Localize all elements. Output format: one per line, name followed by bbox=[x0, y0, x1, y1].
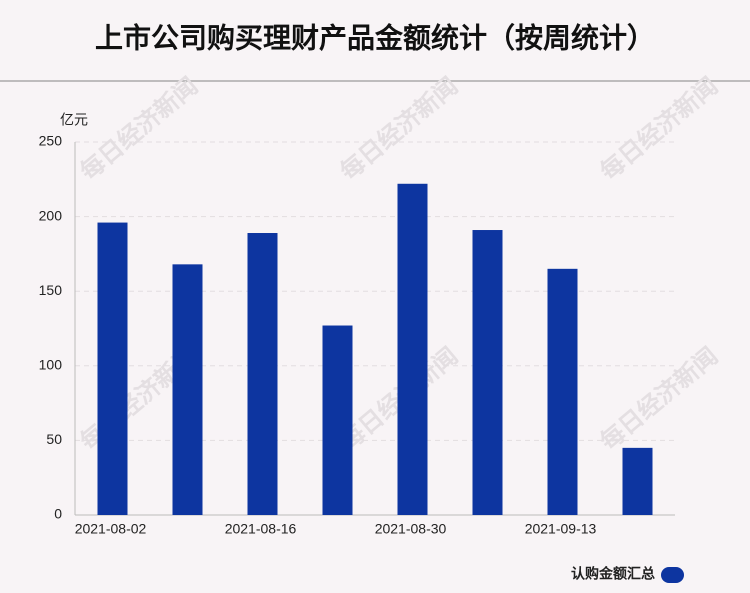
y-unit: 亿元 bbox=[60, 112, 88, 128]
bar bbox=[472, 230, 503, 515]
y-tick-label: 50 bbox=[46, 431, 62, 447]
x-tick-label: 2021-08-16 bbox=[225, 521, 297, 537]
y-tick-label: 250 bbox=[39, 133, 63, 149]
y-tick-label: 0 bbox=[54, 506, 62, 522]
bar bbox=[622, 447, 653, 515]
legend-swatch bbox=[661, 567, 684, 583]
chart-title: 上市公司购买理财产品金额统计（按周统计） bbox=[95, 21, 655, 53]
x-tick-label: 2021-08-02 bbox=[75, 521, 147, 537]
y-tick-label: 150 bbox=[39, 282, 63, 298]
bar bbox=[97, 222, 128, 515]
bar bbox=[397, 183, 428, 515]
bar bbox=[172, 264, 203, 515]
y-tick-label: 100 bbox=[39, 357, 63, 373]
legend-label: 认购金额汇总 bbox=[571, 566, 655, 582]
bar bbox=[322, 325, 353, 515]
x-tick-label: 2021-08-30 bbox=[375, 521, 447, 537]
y-tick-label: 200 bbox=[39, 207, 63, 223]
x-tick-label: 2021-09-13 bbox=[525, 521, 597, 537]
bar bbox=[547, 268, 578, 515]
bar bbox=[247, 233, 278, 515]
